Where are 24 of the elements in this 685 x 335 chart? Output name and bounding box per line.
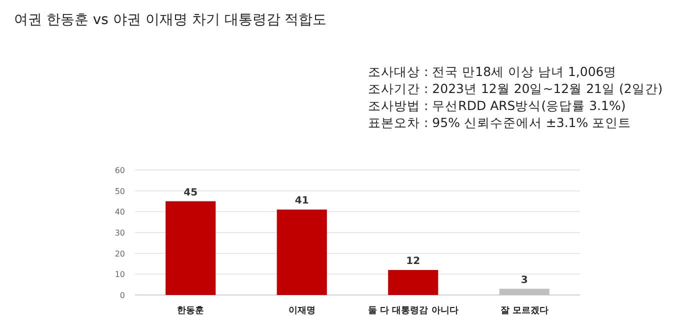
y-tick-label: 20 — [114, 249, 125, 258]
y-tick-label: 10 — [114, 270, 125, 280]
x-tick-label: 이재명 — [288, 306, 316, 316]
data-label: 45 — [184, 187, 198, 198]
y-tick-label: 50 — [114, 186, 125, 196]
x-tick-label: 잘 모르겠다 — [500, 306, 548, 316]
bar — [388, 270, 438, 295]
data-label: 41 — [294, 196, 309, 207]
bar — [166, 201, 216, 295]
y-tick-label: 40 — [114, 208, 125, 217]
data-label: 3 — [520, 274, 528, 286]
x-tick-label: 한동훈 — [177, 306, 204, 316]
bar — [276, 210, 327, 295]
text: 표본오차 : 95% 신뢰수준에서 ±3.1% 포인트 — [368, 115, 632, 130]
y-tick-label: 60 — [114, 166, 125, 175]
text: 조사기간 : 2023년 12월 20일~12월 21일 (2일간) — [368, 81, 663, 96]
y-tick-label: 0 — [120, 291, 125, 300]
chart-title: 여권 한동훈 vs 야권 이재명 차기 대통령감 적합도 — [14, 12, 327, 28]
text: 조사방법 : 무선RDD ARS방식(응답률 3.1%) — [368, 98, 626, 113]
text: 조사대상 : 전국 만18세 이상 남녀 1,006명 — [368, 64, 617, 79]
data-label: 12 — [406, 256, 420, 267]
x-tick-label: 둘 다 대통령감 아니다 — [368, 306, 458, 316]
bar — [499, 288, 550, 295]
y-tick-label: 30 — [114, 228, 125, 238]
